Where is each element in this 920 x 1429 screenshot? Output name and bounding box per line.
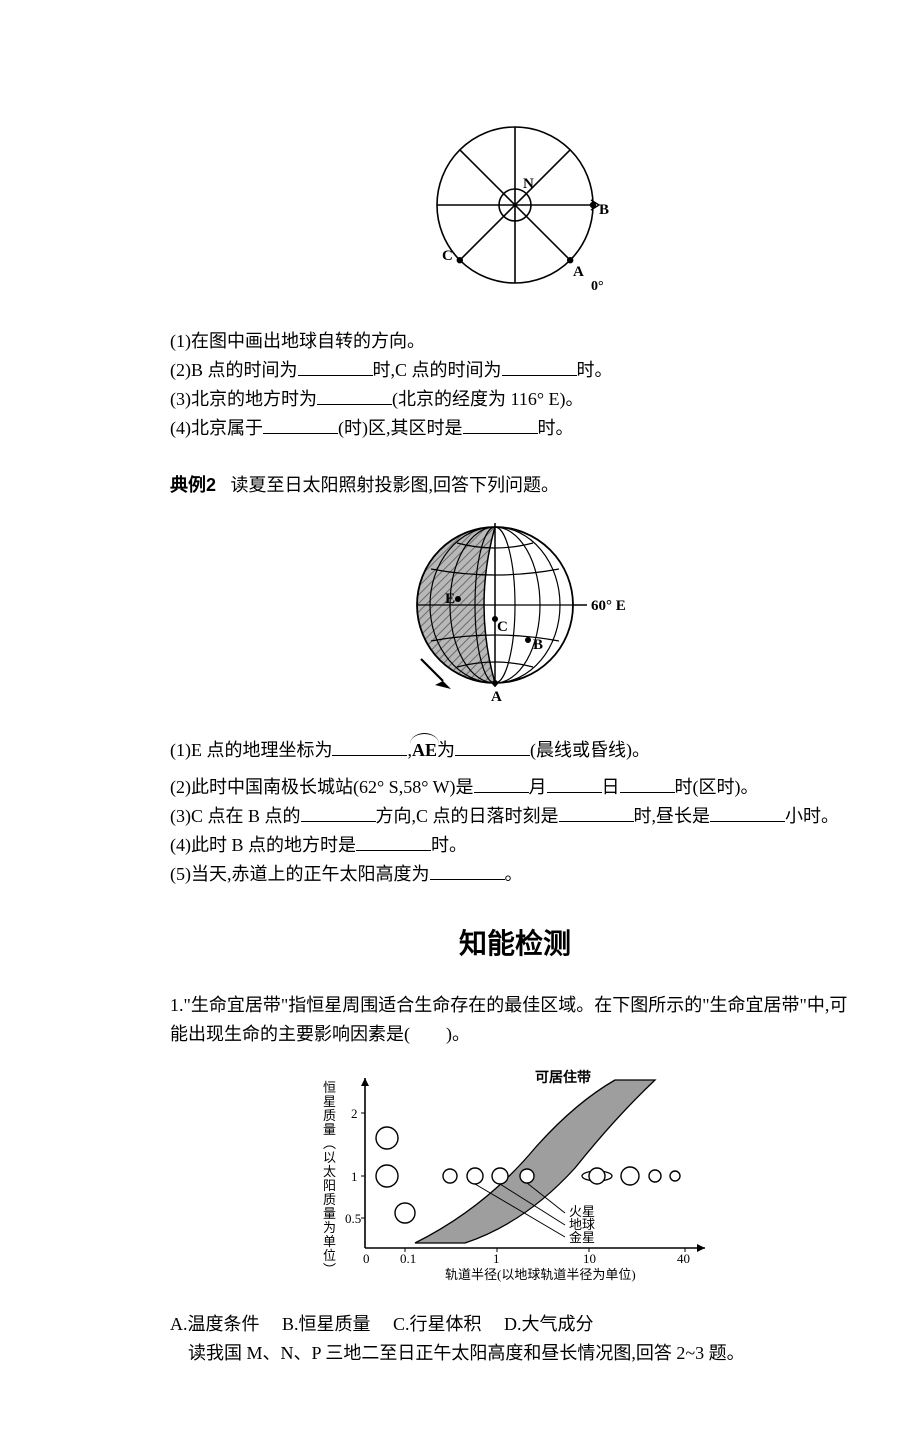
arc-AE: AE (412, 737, 437, 764)
blank (474, 774, 529, 793)
ex2-q4-suf: 时。 (431, 835, 467, 855)
ytick-05: 0.5 (345, 1211, 361, 1226)
q1-opt-B: B.恒星质量 (282, 1314, 371, 1334)
ex2-q2-pre: (2)此时中国南极长城站(62° S,58° W)是 (170, 777, 474, 797)
ex2-q5: (5)当天,赤道上的正午太阳高度为 。 (170, 861, 860, 888)
ex1-q2: (2)B 点的时间为 时,C 点的时间为 时。 (170, 357, 860, 384)
svg-text:︵: ︵ (323, 1136, 336, 1151)
ex2-q3-suf: 小时。 (785, 806, 839, 826)
ex2-q1-suf: (晨线或昏线)。 (530, 740, 650, 760)
label-60E: 60° E (591, 598, 626, 614)
blank (463, 415, 538, 434)
ex2-q4-pre: (4)此时 B 点的地方时是 (170, 835, 356, 855)
ex1-q3-suf: (北京的经度为 116° E)。 (392, 389, 584, 409)
ex1-q2-suf: 时。 (577, 360, 613, 380)
label-E2: E (445, 591, 455, 607)
xtick-1: 1 (493, 1251, 500, 1266)
ex2-q3-m1: 方向,C 点的日落时刻是 (376, 806, 559, 826)
ex1-q2-mid: 时,C 点的时间为 (373, 360, 502, 380)
svg-text:单: 单 (323, 1234, 336, 1249)
label-A: A (573, 264, 584, 280)
blank (620, 774, 675, 793)
x-axis-label: 轨道半径(以地球轨道半径为单位) (445, 1267, 636, 1282)
leadin-2-3: 读我国 M、N、P 三地二至日正午太阳高度和昼长情况图,回答 2~3 题。 (188, 1340, 860, 1367)
ex2-q1-pre: (1)E 点的地理坐标为 (170, 740, 332, 760)
ex1-q4-suf: 时。 (538, 418, 574, 438)
blank (298, 357, 373, 376)
xtick-10: 10 (583, 1251, 596, 1266)
blank (263, 415, 338, 434)
ex2-q2-m1: 月 (529, 777, 547, 797)
planet-venus: 金星 (569, 1230, 595, 1245)
q1-stem-a: 1."生命宜居带"指恒星周围适合生命存在的最佳区域。在下图所示的"生命宜居带"中… (170, 992, 860, 1019)
ex2-q3-pre: (3)C 点在 B 点的 (170, 806, 301, 826)
ex1-q4: (4)北京属于 (时)区,其区时是 时。 (170, 415, 860, 442)
blank (301, 803, 376, 822)
svg-text:为: 为 (323, 1220, 336, 1235)
ex2-q2-suf: 时(区时)。 (675, 777, 759, 797)
band-label: 可居住带 (535, 1069, 591, 1086)
ex2-q5-suf: 。 (505, 864, 523, 884)
solstice-diagram: A B C E 60° E (170, 509, 860, 717)
ex2-q1: (1)E 点的地理坐标为,AE为(晨线或昏线)。 (170, 737, 860, 764)
svg-text:以: 以 (323, 1150, 336, 1165)
blank (710, 803, 785, 822)
svg-text:阳: 阳 (323, 1178, 336, 1193)
svg-text:位: 位 (323, 1248, 336, 1263)
ex1-q3-pre: (3)北京的地方时为 (170, 389, 317, 409)
q1-options: A.温度条件 B.恒星质量 C.行星体积 D.大气成分 (170, 1311, 860, 1338)
polar-rotation-diagram: N A B C 0° (170, 110, 860, 308)
dianli2-prompt: 读夏至日太阳照射投影图,回答下列问题。 (226, 475, 559, 495)
svg-text:质: 质 (323, 1192, 336, 1207)
blank (455, 737, 530, 756)
ex1-q1: (1)在图中画出地球自转的方向。 (170, 328, 860, 355)
ytick-1: 1 (351, 1169, 358, 1184)
xtick-0: 0 (363, 1251, 370, 1266)
label-zero: 0° (591, 279, 604, 294)
label-B2: B (533, 637, 543, 653)
blank (547, 774, 602, 793)
svg-text:星: 星 (323, 1094, 336, 1109)
xtick-01: 0.1 (400, 1251, 416, 1266)
blank (559, 803, 634, 822)
dianli2-label: 典例2 (170, 475, 216, 495)
ex2-q3: (3)C 点在 B 点的 方向,C 点的日落时刻是 时,昼长是 小时。 (170, 803, 860, 830)
label-C: C (442, 248, 453, 264)
q1-stem-b: 能出现生命的主要影响因素是( )。 (170, 1021, 860, 1048)
blank (430, 861, 505, 880)
q1-opt-C: C.行星体积 (393, 1314, 482, 1334)
q1-opt-D: D.大气成分 (504, 1314, 594, 1334)
blank (356, 832, 431, 851)
ex2-q3-m2: 时,昼长是 (634, 806, 711, 826)
blank (332, 737, 407, 756)
dianli2-row: 典例2 读夏至日太阳照射投影图,回答下列问题。 (170, 472, 860, 499)
q1-opt-A: A.温度条件 (170, 1314, 260, 1334)
ex1-q3: (3)北京的地方时为 (北京的经度为 116° E)。 (170, 386, 860, 413)
label-B: B (599, 202, 609, 218)
ex2-q1-after: 为 (437, 740, 455, 760)
section-title: 知能检测 (170, 924, 860, 966)
ex2-q4: (4)此时 B 点的地方时是 时。 (170, 832, 860, 859)
ex1-q4-mid: (时)区,其区时是 (338, 418, 463, 438)
svg-text:质: 质 (323, 1108, 336, 1123)
svg-text:︶: ︶ (323, 1262, 336, 1277)
label-C2: C (497, 619, 508, 635)
ex2-q2: (2)此时中国南极长城站(62° S,58° W)是 月 日 时(区时)。 (170, 774, 860, 801)
label-A2: A (491, 689, 502, 705)
blank (502, 357, 577, 376)
habitable-zone-chart: 0.5 1 2 0 0.1 1 10 40 (170, 1058, 860, 1291)
xtick-40: 40 (677, 1251, 690, 1266)
svg-text:量: 量 (323, 1206, 336, 1221)
ex1-q2-pre: (2)B 点的时间为 (170, 360, 298, 380)
ex1-q4-pre: (4)北京属于 (170, 418, 263, 438)
blank (317, 386, 392, 405)
label-N: N (523, 176, 534, 192)
svg-text:太: 太 (323, 1164, 336, 1179)
svg-text:量: 量 (323, 1122, 336, 1137)
svg-text:恒: 恒 (323, 1080, 336, 1095)
ex2-q2-m2: 日 (602, 777, 620, 797)
y-axis-label: 恒 星 质 量 ︵ 以 太 阳 质 量 为 单 位 ︶ (323, 1080, 336, 1277)
ex2-q5-pre: (5)当天,赤道上的正午太阳高度为 (170, 864, 430, 884)
ytick-2: 2 (351, 1106, 358, 1121)
